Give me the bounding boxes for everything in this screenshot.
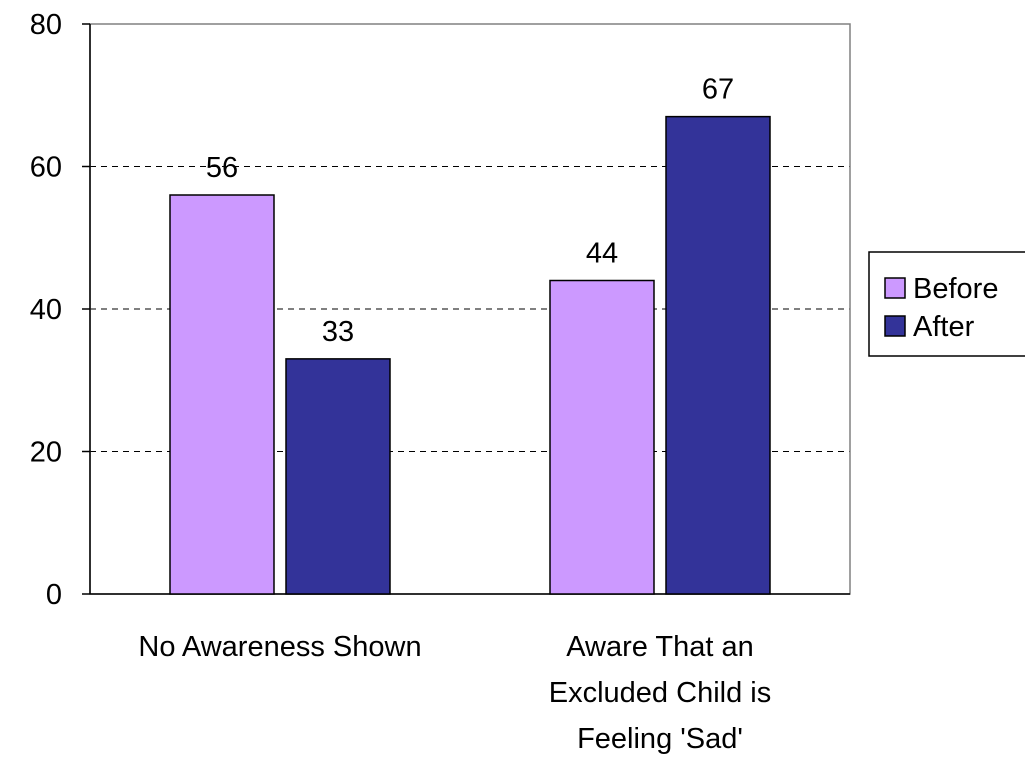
legend-label: After xyxy=(913,311,975,343)
bar-before-0 xyxy=(169,194,275,595)
y-tick-label: 20 xyxy=(30,437,62,469)
category-label: Feeling 'Sad' xyxy=(577,723,743,755)
legend: Before After xyxy=(868,251,1025,357)
category-label: Aware That an xyxy=(566,631,754,663)
y-tick-label: 80 xyxy=(30,9,62,41)
y-tick-label: 60 xyxy=(30,152,62,184)
legend-swatch-before xyxy=(884,277,906,299)
category-label: No Awareness Shown xyxy=(138,631,421,663)
data-label: 33 xyxy=(322,316,354,348)
legend-box xyxy=(868,251,1025,357)
y-axis-ticks: 0 20 40 60 80 xyxy=(30,9,90,611)
data-label: 67 xyxy=(702,74,734,106)
legend-swatch-after xyxy=(884,315,906,337)
data-labels: 56 33 44 67 xyxy=(206,74,734,348)
category-labels: No Awareness Shown Aware That an Excluded … xyxy=(138,631,771,755)
data-label: 44 xyxy=(586,238,618,270)
bars xyxy=(169,115,771,595)
bar-after-1 xyxy=(665,115,771,595)
data-label: 56 xyxy=(206,152,238,184)
category-label: Excluded Child is xyxy=(549,677,771,709)
bar-before-1 xyxy=(549,279,655,595)
bar-after-0 xyxy=(285,358,391,595)
y-tick-label: 0 xyxy=(46,579,62,611)
y-tick-label: 40 xyxy=(30,294,62,326)
legend-label: Before xyxy=(913,273,998,305)
